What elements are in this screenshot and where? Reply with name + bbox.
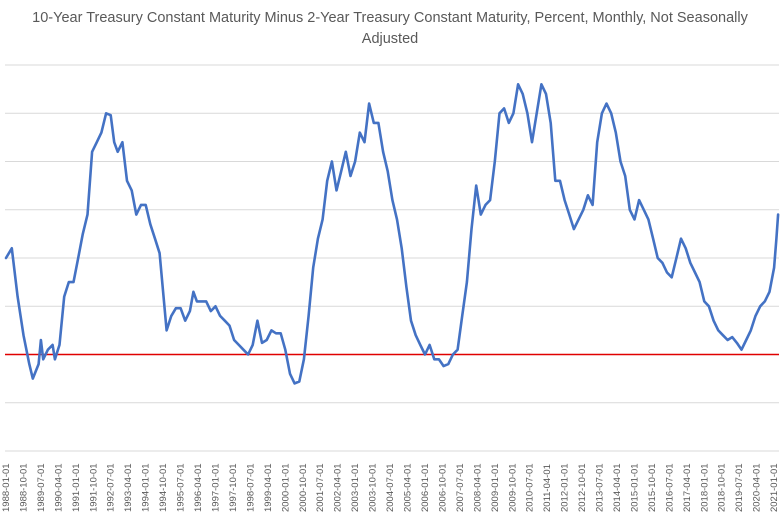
x-tick-label: 1995-07-01	[176, 463, 187, 512]
x-tick-label: 2002-04-01	[333, 463, 344, 512]
x-tick-label: 2015-01-01	[629, 463, 640, 512]
x-tick-label: 2001-07-01	[315, 463, 326, 512]
x-tick-label: 2006-10-01	[437, 463, 448, 512]
x-tick-label: 1994-01-01	[141, 463, 152, 512]
x-tick-label: 2000-10-01	[298, 463, 309, 512]
x-tick-label: 2006-01-01	[420, 463, 431, 512]
x-tick-label: 2004-07-01	[385, 463, 396, 512]
x-tick-label: 2017-04-01	[682, 463, 693, 512]
x-tick-label: 1990-04-01	[53, 463, 64, 512]
x-tick-label: 2011-04-01	[542, 464, 553, 512]
x-tick-label: 2014-04-01	[612, 463, 623, 512]
x-tick-label: 2012-01-01	[560, 463, 571, 512]
x-tick-label: 2003-10-01	[368, 463, 379, 512]
x-tick-label: 2013-07-01	[595, 463, 606, 512]
x-tick-label: 1997-10-01	[228, 463, 239, 512]
x-tick-label: 2016-07-01	[664, 463, 675, 512]
x-tick-label: 1999-04-01	[263, 463, 274, 512]
x-tick-label: 1997-01-01	[210, 463, 221, 512]
x-tick-label: 1998-07-01	[245, 463, 256, 512]
x-tick-label: 2009-01-01	[490, 463, 501, 512]
x-tick-label: 1989-07-01	[36, 463, 47, 512]
x-tick-label: 2019-07-01	[734, 463, 745, 512]
x-tick-label: 1988-10-01	[18, 463, 29, 512]
x-tick-label: 2021-01-01	[769, 463, 780, 512]
x-tick-label: 2008-04-01	[472, 463, 483, 512]
x-tick-label: 2009-10-01	[507, 463, 518, 512]
x-tick-label: 1988-01-01	[1, 463, 12, 512]
x-tick-label: 2018-10-01	[717, 463, 728, 512]
x-tick-label: 2012-10-01	[577, 463, 588, 512]
x-tick-label: 2003-01-01	[350, 463, 361, 512]
x-tick-label: 2007-07-01	[455, 463, 466, 512]
x-tick-label: 1994-10-01	[158, 463, 169, 512]
x-axis-tick-labels: 1988-01-01 1988-10-01 1989-07-01 1990-04-01…	[1, 463, 780, 512]
x-tick-label: 1992-07-01	[106, 463, 117, 512]
chart-title: 10-Year Treasury Constant Maturity Minus…	[32, 10, 748, 47]
x-tick-label: 1991-10-01	[88, 463, 99, 512]
x-tick-label: 1996-04-01	[193, 463, 204, 512]
x-tick-label: 2015-10-01	[647, 463, 658, 512]
x-tick-label: 2018-01-01	[699, 463, 710, 512]
x-tick-label: 2010-07-01	[525, 463, 536, 512]
gridlines	[5, 64, 779, 452]
series-line	[4, 83, 780, 385]
x-tick-label: 2005-04-01	[403, 463, 414, 512]
x-tick-label: 2000-01-01	[280, 463, 291, 512]
x-tick-label: 1991-01-01	[71, 463, 82, 512]
x-tick-label: 2020-04-01	[752, 463, 763, 512]
x-tick-label: 1993-04-01	[123, 463, 134, 512]
